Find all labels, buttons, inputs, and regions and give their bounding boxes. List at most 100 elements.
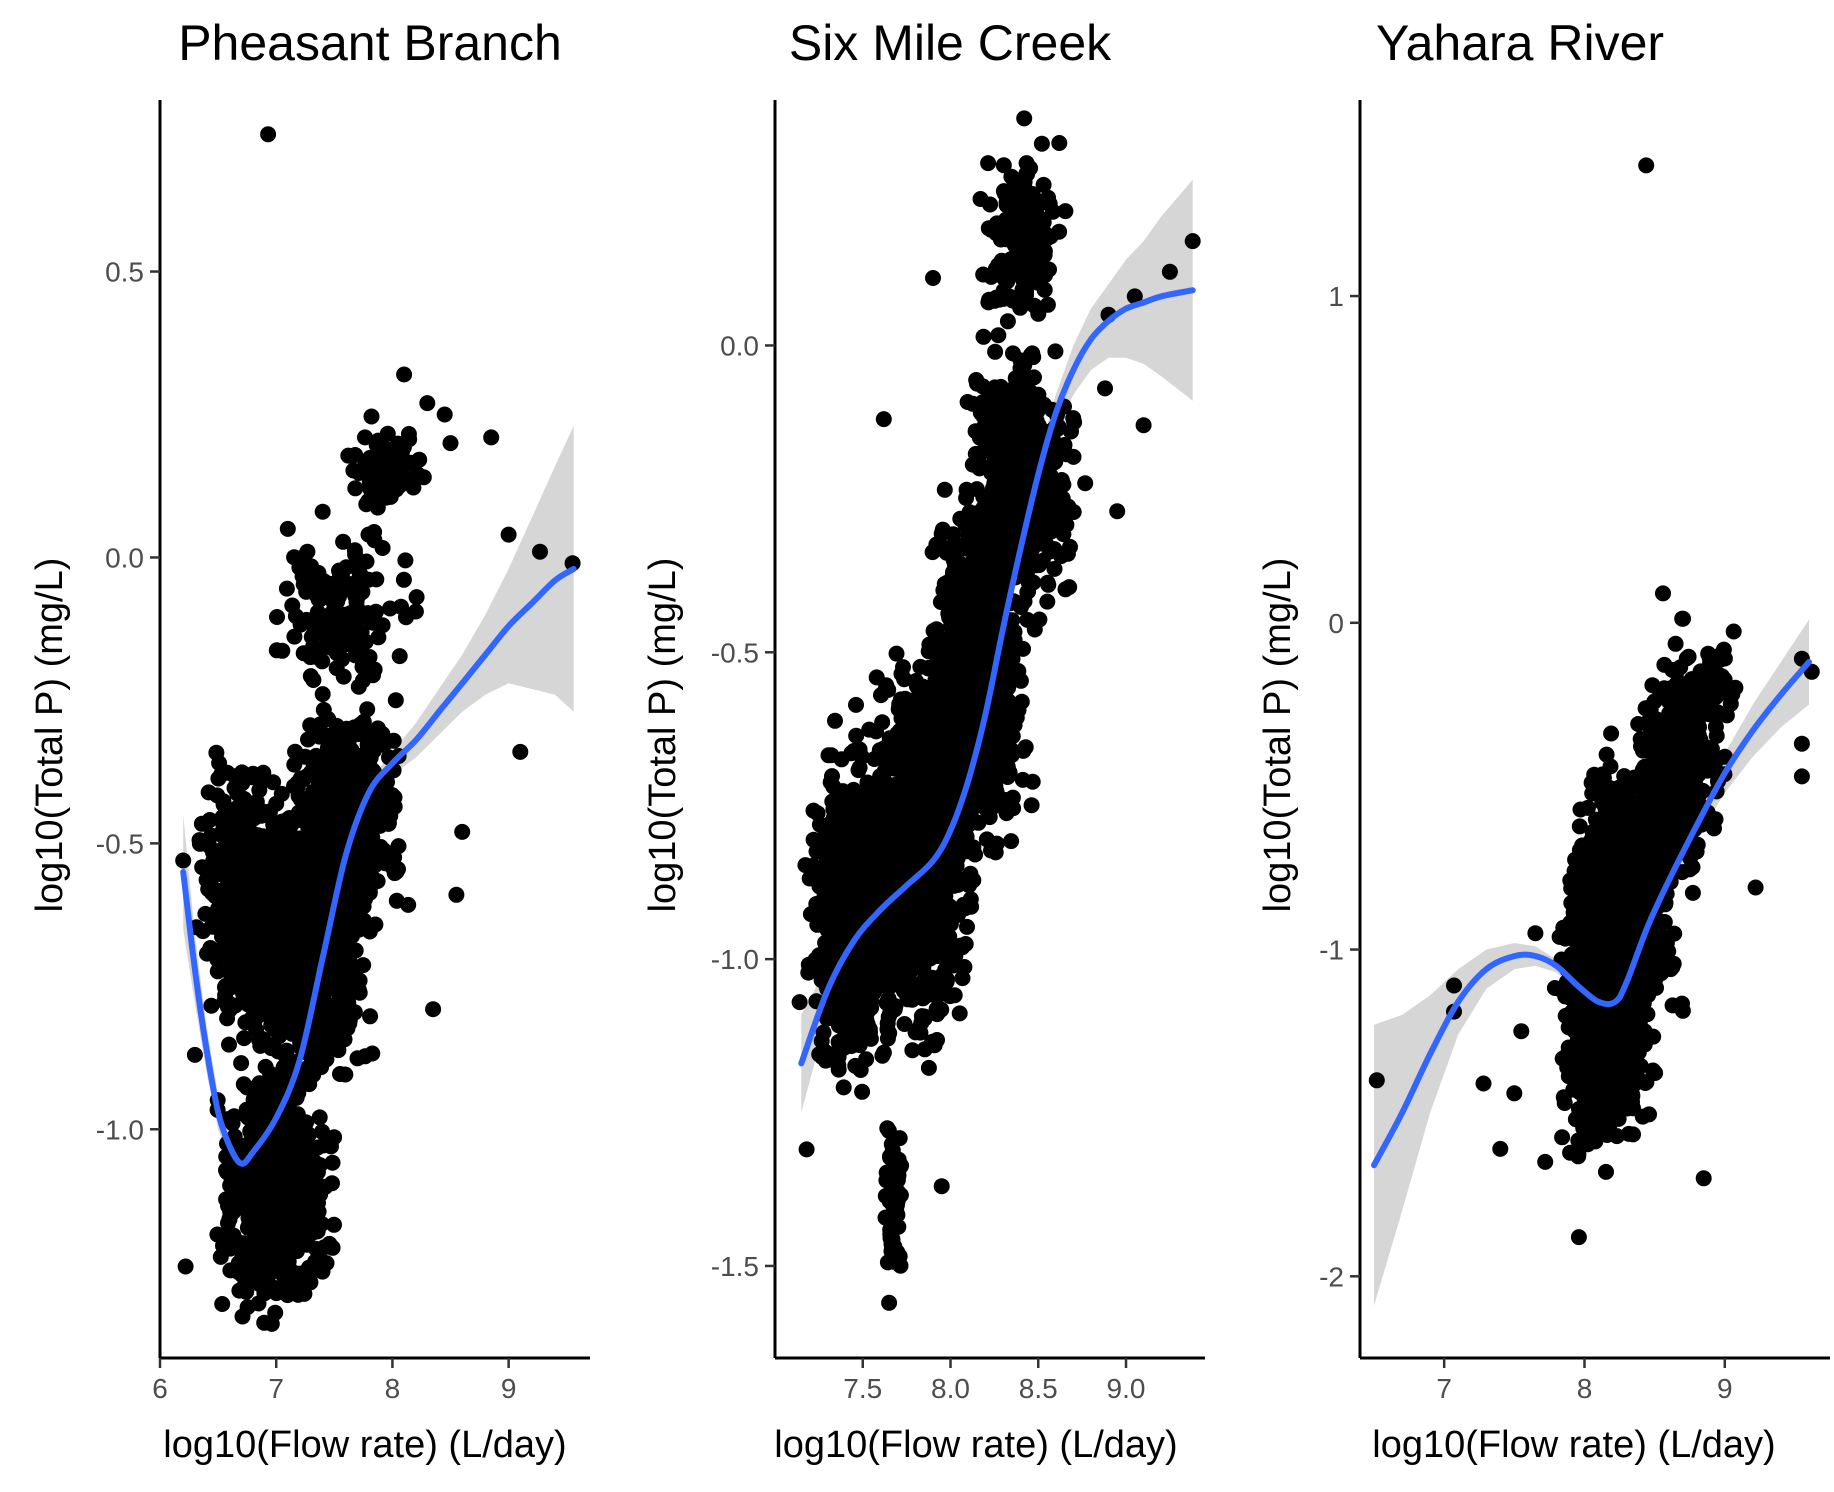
scatter-point bbox=[355, 659, 371, 675]
scatter-point bbox=[850, 839, 866, 855]
scatter-point bbox=[222, 1178, 238, 1194]
scatter-point bbox=[876, 846, 892, 862]
scatter-point bbox=[923, 791, 939, 807]
scatter-point bbox=[223, 979, 239, 995]
scatter-point bbox=[871, 790, 887, 806]
scatter-point bbox=[821, 845, 837, 861]
x-tick-label: 9 bbox=[501, 1373, 517, 1404]
scatter-point bbox=[905, 819, 921, 835]
scatter-point bbox=[324, 1175, 340, 1191]
scatter-point bbox=[270, 1077, 286, 1093]
scatter-point bbox=[231, 853, 247, 869]
scatter-point bbox=[904, 787, 920, 803]
scatter-point bbox=[397, 552, 413, 568]
y-tick-label: 0.0 bbox=[105, 542, 144, 573]
scatter-point bbox=[208, 745, 224, 761]
scatter-point bbox=[909, 928, 925, 944]
scatter-point bbox=[249, 1107, 265, 1123]
scatter-point bbox=[306, 850, 322, 866]
scatter-point bbox=[299, 544, 315, 560]
scatter-point bbox=[802, 871, 818, 887]
scatter-point bbox=[320, 792, 336, 808]
scatter-point bbox=[369, 844, 385, 860]
y-tick-label: -0.5 bbox=[96, 828, 144, 859]
scatter-point bbox=[1025, 774, 1041, 790]
scatter-point bbox=[305, 672, 321, 688]
scatter-point bbox=[281, 868, 297, 884]
scatter-point bbox=[358, 496, 374, 512]
scatter-point bbox=[316, 1043, 332, 1059]
scatter-point bbox=[325, 753, 341, 769]
scatter-point bbox=[1003, 833, 1019, 849]
scatter-point bbox=[329, 645, 345, 661]
scatter-point bbox=[396, 439, 412, 455]
scatter-point bbox=[930, 1001, 946, 1017]
scatter-point bbox=[350, 576, 366, 592]
scatter-point bbox=[336, 669, 352, 685]
scatter-point bbox=[912, 1025, 928, 1041]
scatter-point bbox=[823, 815, 839, 831]
scatter-point bbox=[266, 1014, 282, 1030]
scatter-point bbox=[405, 480, 421, 496]
scatter-point bbox=[359, 701, 375, 717]
scatter-point bbox=[914, 1008, 930, 1024]
scatter-point bbox=[356, 875, 372, 891]
scatter-point bbox=[187, 1047, 203, 1063]
scatter-point bbox=[828, 878, 844, 894]
x-tick-label: 7 bbox=[268, 1373, 284, 1404]
scatter-point bbox=[882, 1006, 898, 1022]
scatter-point bbox=[329, 718, 345, 734]
scatter-point bbox=[357, 429, 373, 445]
scatter-point bbox=[334, 805, 350, 821]
scatter-point bbox=[264, 962, 280, 978]
scatter-point bbox=[265, 912, 281, 928]
scatter-point bbox=[284, 598, 300, 614]
scatter-point bbox=[274, 1260, 290, 1276]
scatter-point bbox=[282, 949, 298, 965]
scatter-point bbox=[257, 984, 273, 1000]
y-tick-label: 0.5 bbox=[105, 257, 144, 288]
scatter-point bbox=[362, 1008, 378, 1024]
scatter-point bbox=[237, 815, 253, 831]
scatter-point bbox=[294, 972, 310, 988]
scatter-point bbox=[264, 885, 280, 901]
scatter-point bbox=[285, 1200, 301, 1216]
scatter-point bbox=[811, 1046, 827, 1062]
scatter-point bbox=[532, 544, 548, 560]
scatter-point bbox=[845, 1025, 861, 1041]
scatter-point bbox=[287, 1002, 303, 1018]
y-tick-label: -1.0 bbox=[96, 1114, 144, 1145]
scatter-point bbox=[275, 1165, 291, 1181]
scatter-point bbox=[290, 779, 306, 795]
scatter-point bbox=[891, 733, 907, 749]
scatter-point bbox=[364, 409, 380, 425]
scatter-point bbox=[340, 738, 356, 754]
scatter-point bbox=[315, 686, 331, 702]
scatter-point bbox=[269, 609, 285, 625]
scatter-point bbox=[325, 1155, 341, 1171]
scatter-point bbox=[233, 1055, 249, 1071]
scatter-point bbox=[836, 1079, 852, 1095]
scatter-point bbox=[355, 673, 371, 689]
scatter-point bbox=[325, 610, 341, 626]
scatter-point bbox=[935, 941, 951, 957]
scatter-point bbox=[202, 812, 218, 828]
scatter-point bbox=[312, 1109, 328, 1125]
scatter-point bbox=[265, 774, 281, 790]
scatter-point bbox=[297, 803, 313, 819]
scatter-point bbox=[218, 1191, 234, 1207]
scatter-points bbox=[175, 126, 580, 1332]
scatter-point bbox=[312, 716, 328, 732]
scatter-point bbox=[861, 722, 877, 738]
scatter-point bbox=[483, 429, 499, 445]
scatter-point bbox=[907, 727, 923, 743]
scatter-point bbox=[336, 1030, 352, 1046]
panel-title: Pheasant Branch bbox=[178, 15, 562, 71]
x-axis-label: log10(Flow rate) (L/day) bbox=[163, 1424, 566, 1466]
scatter-point bbox=[847, 904, 863, 920]
scatter-point bbox=[954, 939, 970, 955]
scatter-point bbox=[874, 1048, 890, 1064]
scatter-point bbox=[853, 1062, 869, 1078]
scatter-point bbox=[347, 547, 363, 563]
